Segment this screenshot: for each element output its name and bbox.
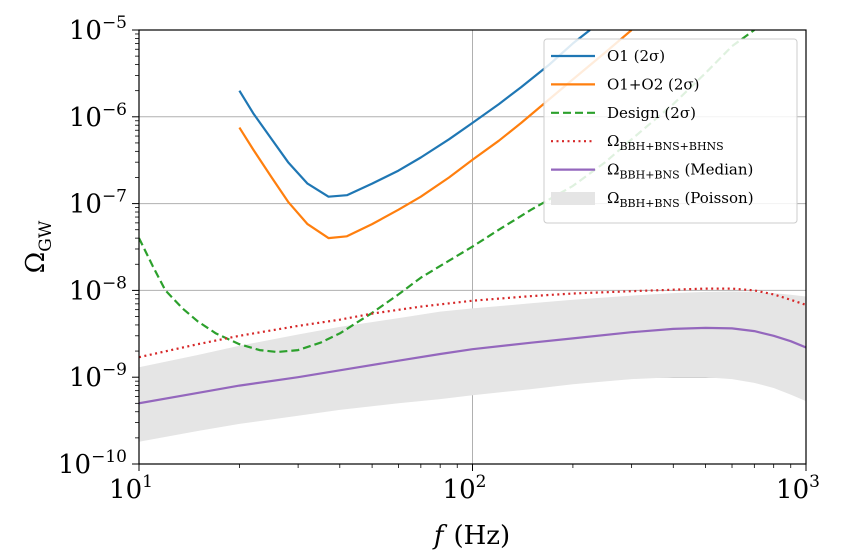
ticks: [132, 29, 807, 471]
y-axis-label: ΩGW: [21, 220, 56, 273]
x-tick-label: 103: [776, 472, 820, 505]
legend-label-main: O1+O2 (2σ): [607, 75, 700, 93]
y-tick-label: 10−8: [69, 273, 127, 306]
legend-label: ΩBBH+BNS (Median): [607, 161, 753, 182]
x-axis-label: f (Hz): [432, 521, 510, 551]
series-o1-line: [238, 30, 591, 198]
legend-label-main: Ω: [607, 161, 619, 179]
y-tick-label: 10−9: [69, 360, 127, 393]
legend-label: O1 (2σ): [607, 47, 665, 65]
legend-entry-total: ΩBBH+BNS+BHNS: [551, 132, 724, 153]
y-tick-label: 10−5: [69, 13, 127, 46]
y-tick-label: 10−10: [58, 447, 127, 480]
legend-label-sub: BBH+BNS: [619, 197, 679, 210]
legend-label-sub: BBH+BNS+BHNS: [619, 140, 723, 153]
legend: O1 (2σ)O1+O2 (2σ)Design (2σ)ΩBBH+BNS+BHN…: [543, 38, 798, 224]
x-tick-label: 102: [443, 472, 487, 505]
y-tick-label-base: 10: [69, 103, 102, 133]
series-poisson-band: [139, 291, 806, 442]
y-tick-label-base: 10: [69, 363, 102, 393]
x-tick-label-base: 10: [443, 475, 476, 505]
legend-label-sub: BBH+BNS: [619, 169, 679, 182]
legend-label-main: O1 (2σ): [607, 47, 665, 65]
legend-label: Design (2σ): [607, 104, 696, 122]
y-tick-label-base: 10: [69, 276, 102, 306]
legend-entry-poisson: ΩBBH+BNS (Poisson): [551, 189, 754, 210]
legend-label-main: Design (2σ): [607, 104, 696, 122]
y-tick-label-base: 10: [69, 190, 102, 220]
legend-label: O1+O2 (2σ): [607, 75, 700, 93]
y-tick-label-exp: −6: [102, 100, 127, 120]
x-tick-label-base: 10: [109, 475, 142, 505]
legend-entry-design: Design (2σ): [551, 104, 696, 122]
legend-label-tail: (Median): [680, 161, 754, 179]
y-tick-label-exp: −8: [102, 273, 127, 293]
legend-label-tail: (Poisson): [680, 189, 754, 207]
legend-box: [543, 38, 798, 224]
y-tick-label-exp: −9: [102, 360, 127, 380]
legend-label: ΩBBH+BNS (Poisson): [607, 189, 754, 210]
legend-swatch: [551, 192, 595, 205]
legend-label: ΩBBH+BNS+BHNS: [607, 132, 724, 153]
x-axis-label-main: f: [432, 521, 448, 551]
legend-label-main: Ω: [607, 189, 619, 207]
legend-entry-o1o2: O1+O2 (2σ): [551, 75, 700, 93]
x-tick-label-base: 10: [776, 475, 809, 505]
y-tick-label-exp: −7: [102, 187, 127, 207]
y-tick-label-exp: −5: [102, 13, 127, 33]
x-tick-label-exp: 3: [809, 472, 820, 492]
x-tick-label: 101: [109, 472, 153, 505]
y-axis-label-sub: GW: [36, 220, 56, 252]
y-axis-label-main: Ω: [21, 252, 51, 274]
y-tick-label-exp: −10: [91, 447, 127, 467]
y-tick-label-base: 10: [58, 450, 91, 480]
series-median-line: [139, 326, 806, 405]
x-tick-label-exp: 2: [476, 472, 487, 492]
x-axis-label-unit: (Hz): [453, 521, 510, 551]
x-tick-label-exp: 1: [142, 472, 153, 492]
band-layer: [139, 291, 806, 442]
legend-entry-median: ΩBBH+BNS (Median): [551, 161, 753, 182]
y-tick-label: 10−6: [69, 100, 127, 133]
legend-label-main: Ω: [607, 132, 619, 150]
y-tick-label: 10−7: [69, 187, 127, 220]
series-total-line: [139, 287, 806, 359]
y-tick-label-base: 10: [69, 16, 102, 46]
legend-entry-o1: O1 (2σ): [551, 47, 665, 65]
